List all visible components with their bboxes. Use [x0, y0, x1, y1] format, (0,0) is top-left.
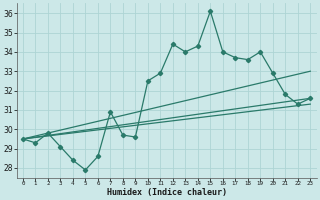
X-axis label: Humidex (Indice chaleur): Humidex (Indice chaleur) — [107, 188, 227, 197]
